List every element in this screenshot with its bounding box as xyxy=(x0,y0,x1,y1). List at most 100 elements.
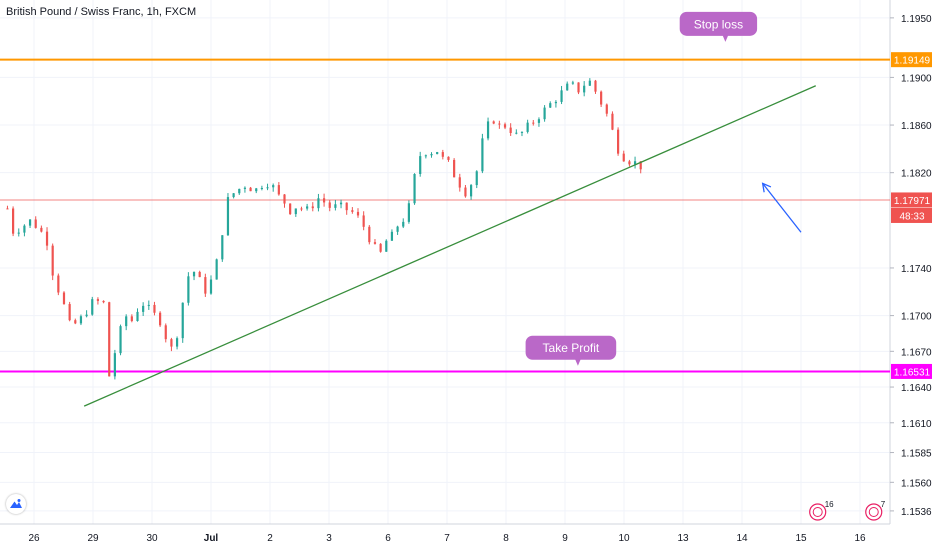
event-flag-icon[interactable] xyxy=(865,503,883,521)
candle-body xyxy=(436,152,439,155)
price-level-tag xyxy=(891,363,932,379)
candle-body xyxy=(85,314,88,317)
event-count-label: 7 xyxy=(881,500,886,509)
candle-body xyxy=(215,259,218,280)
candle-body xyxy=(509,127,512,134)
candle-body xyxy=(192,271,196,277)
candle-body xyxy=(221,235,224,260)
annotation-pointer xyxy=(722,34,729,42)
candle-body xyxy=(40,227,43,232)
candle-body xyxy=(328,202,331,208)
event-flag-icon[interactable] xyxy=(809,503,827,521)
candle-body xyxy=(159,312,162,326)
candle-body xyxy=(266,187,269,189)
candle-body xyxy=(639,161,642,170)
countdown-label: 48:33 xyxy=(899,211,924,222)
x-tick-label: 14 xyxy=(736,533,748,544)
candle-body xyxy=(12,208,15,234)
candle-body xyxy=(594,80,597,92)
candle-body xyxy=(339,202,343,205)
candle-body xyxy=(260,188,263,190)
candle-body xyxy=(464,187,467,197)
y-tick-label: 1.15360 xyxy=(901,507,932,518)
candle-body xyxy=(45,231,49,246)
candle-body xyxy=(549,103,552,108)
candle-body xyxy=(368,226,371,243)
candle-body xyxy=(441,152,444,157)
candle-body xyxy=(486,121,490,139)
candle-body xyxy=(164,325,167,340)
candle-body xyxy=(62,292,66,305)
candle-body xyxy=(130,316,133,322)
candle-body xyxy=(532,122,535,124)
candle-body xyxy=(402,221,405,227)
trendline[interactable] xyxy=(83,85,817,407)
candle-body xyxy=(322,198,326,203)
x-tick-label: 15 xyxy=(795,533,807,544)
candle-body xyxy=(153,304,156,313)
candle-body xyxy=(317,198,320,209)
arrow-head-icon xyxy=(761,182,772,193)
candle-body xyxy=(453,159,456,178)
price-level-label: 1.19149 xyxy=(894,56,931,67)
candle-body xyxy=(277,185,280,195)
candle-body xyxy=(289,203,292,215)
candle-body xyxy=(628,161,631,165)
candle-body xyxy=(566,83,569,91)
candle-body xyxy=(447,156,450,160)
candle-body xyxy=(537,119,541,123)
candle-body xyxy=(520,131,524,133)
candle-body xyxy=(238,188,241,194)
event-flag-inner xyxy=(812,507,823,517)
y-tick-label: 1.16700 xyxy=(901,347,932,358)
arrow-line[interactable] xyxy=(762,182,802,233)
candle-body xyxy=(96,299,100,301)
candle-body xyxy=(345,202,348,211)
candle-body xyxy=(147,304,150,306)
price-level-tag xyxy=(891,192,932,208)
y-tick-label: 1.17000 xyxy=(901,312,932,323)
price-level-label: 1.16531 xyxy=(894,367,931,378)
candle-body xyxy=(125,316,128,327)
candle-body xyxy=(181,302,184,339)
candle-body xyxy=(187,276,190,303)
x-tick-label: 3 xyxy=(326,533,332,544)
candle-body xyxy=(554,101,558,104)
candle-body xyxy=(311,206,314,209)
annotation-label: Stop loss xyxy=(694,17,743,31)
candle-body xyxy=(605,104,608,114)
candle-body xyxy=(543,107,546,120)
candle-body xyxy=(633,161,637,165)
y-tick-label: 1.15850 xyxy=(901,449,932,460)
candle-body xyxy=(68,304,71,321)
candle-body xyxy=(515,132,518,134)
y-tick-label: 1.19500 xyxy=(901,14,932,25)
y-tick-label: 1.19000 xyxy=(901,73,932,84)
candle-body xyxy=(74,320,77,324)
candle-body xyxy=(498,123,501,125)
candle-body xyxy=(600,91,603,105)
x-tick-label: 26 xyxy=(28,533,40,544)
x-tick-label: 2 xyxy=(267,533,273,544)
candle-body xyxy=(34,219,37,228)
candle-body xyxy=(588,80,591,86)
candle-body xyxy=(198,271,201,278)
candle-body xyxy=(379,243,382,252)
x-tick-label: 7 xyxy=(444,533,450,544)
annotation-bubble[interactable] xyxy=(525,335,617,360)
candle-body xyxy=(102,300,105,303)
candle-body xyxy=(119,326,122,354)
candle-body xyxy=(577,82,580,93)
tradingview-logo-icon[interactable] xyxy=(6,494,26,514)
event-flag-inner xyxy=(868,507,879,517)
candle-body xyxy=(91,299,94,315)
candle-body xyxy=(622,153,625,162)
annotation-bubble[interactable] xyxy=(679,11,758,36)
candle-body xyxy=(617,129,620,154)
candle-body xyxy=(560,90,563,102)
candle-body xyxy=(430,154,433,156)
candle-body xyxy=(6,208,9,210)
candle-body xyxy=(272,185,275,188)
